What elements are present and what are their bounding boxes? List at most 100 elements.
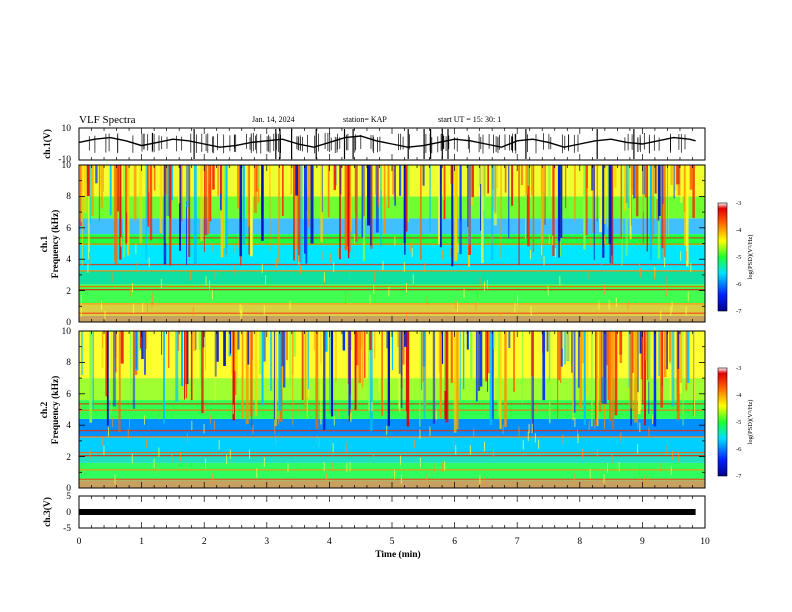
ch1-ytick-6: 6 <box>66 224 71 234</box>
spectrogram-stripe <box>572 331 576 413</box>
spectrogram-stripe <box>259 331 262 375</box>
spectrogram-speckle <box>349 461 351 472</box>
spectrogram-speckle <box>142 303 144 313</box>
spectrogram-stripe <box>369 331 372 351</box>
spectrogram-stripe <box>418 331 421 379</box>
spectrogram-stripe <box>497 331 500 418</box>
spectrogram-speckle <box>217 266 218 276</box>
spectrogram-stripe <box>530 331 533 433</box>
spectrogram-stripe <box>80 165 82 223</box>
spectrogram-stripe <box>573 165 576 221</box>
spectrogram-stripe <box>354 165 356 214</box>
spectrogram-stripe <box>527 165 530 247</box>
spectrogram-stripe <box>593 165 595 261</box>
spectrogram-stripe <box>193 331 196 351</box>
spectrogram-stripe <box>466 331 469 350</box>
spectrogram-speckle <box>406 283 407 293</box>
time-axis-ticks <box>78 128 706 528</box>
spectrogram-stripe <box>201 331 204 414</box>
spectrogram-stripe <box>566 331 569 361</box>
spectrogram-speckle <box>203 424 205 434</box>
spectrogram-stripe <box>583 331 586 425</box>
spectrogram-stripe <box>459 165 462 255</box>
ch1-colorbar-gradient <box>717 202 728 312</box>
spectrogram-stripe <box>603 331 607 404</box>
spectrogram-stripe <box>493 331 496 350</box>
spectrogram-line <box>79 409 705 411</box>
spectrogram-stripe <box>660 331 664 408</box>
spectrogram-stripe <box>577 331 580 388</box>
spectrogram-stripe <box>367 165 370 226</box>
spectrogram-speckle <box>131 453 133 464</box>
spectrogram-stripe <box>438 165 441 245</box>
spectrogram-stripe <box>644 331 646 426</box>
spectrogram-band <box>79 453 705 463</box>
spectrogram-stripe <box>511 165 514 206</box>
spectrogram-speckle <box>577 429 578 440</box>
spectrogram-stripe <box>250 331 253 417</box>
spectrogram-speckle <box>477 289 478 299</box>
spectrogram-stripe <box>313 331 315 351</box>
spectrogram-speckle <box>502 424 504 434</box>
spectrogram-speckle <box>382 260 384 271</box>
spectrogram-stripe <box>532 165 535 253</box>
spectrogram-stripe <box>212 165 215 190</box>
spectrogram-speckle <box>413 439 415 449</box>
spectrogram-speckle <box>412 274 414 284</box>
spectrogram-stripe <box>602 165 605 258</box>
spectrogram-stripe <box>656 331 657 381</box>
spectrogram-speckle <box>685 306 687 316</box>
spectrogram-speckle <box>323 461 325 472</box>
spectrogram-speckle <box>101 436 103 447</box>
spectrogram-speckle <box>648 427 650 437</box>
spectrogram-stripe <box>633 165 636 199</box>
spectrogram-speckle <box>514 303 516 313</box>
spectrogram-stripe <box>531 165 533 196</box>
spectrogram-stripe <box>133 165 137 221</box>
spectrogram-speckle <box>120 237 122 247</box>
spectrogram-speckle <box>538 439 540 449</box>
spectrogram-speckle <box>666 276 668 286</box>
spectrogram-stripe <box>654 165 658 194</box>
station-label: station= KAP <box>343 115 387 124</box>
spectrogram-speckle <box>604 285 605 295</box>
spectrogram-stripe <box>193 165 197 265</box>
spectrogram-stripe <box>144 331 146 375</box>
spectrogram-stripe <box>254 331 258 417</box>
spectrogram-speckle <box>652 414 654 425</box>
spectrogram-speckle <box>350 412 352 423</box>
spectrogram-speckle <box>261 263 263 273</box>
spectrogram-speckle <box>660 462 662 473</box>
spectrogram-stripe <box>482 165 486 211</box>
spectrogram-speckle <box>111 417 113 427</box>
spectrogram-stripe <box>179 165 181 251</box>
spectrogram-stripe <box>92 331 94 410</box>
spectrogram-speckle <box>530 306 532 316</box>
spectrogram-speckle <box>582 449 584 459</box>
spectrogram-speckle <box>419 457 421 468</box>
spectrogram-stripe <box>692 165 695 219</box>
spectrogram-stripe <box>114 165 118 264</box>
spectrogram-stripe <box>247 165 250 227</box>
spectrogram-speckle <box>615 297 617 308</box>
spectrogram-stripe <box>81 165 83 266</box>
ch2-ytick-0: 0 <box>66 484 71 494</box>
spectrogram-stripe <box>586 331 589 395</box>
spectrogram-band <box>79 218 705 235</box>
spectrogram-speckle <box>159 410 161 420</box>
spectrogram-speckle <box>229 449 231 459</box>
spectrogram-stripe <box>387 331 390 427</box>
spectrogram-stripe <box>288 165 290 185</box>
spectrogram-stripe <box>644 165 647 198</box>
spectrogram-stripe <box>325 331 328 352</box>
spectrogram-stripe <box>619 331 623 355</box>
spectrogram-stripe <box>148 165 151 192</box>
spectrogram-speckle <box>596 449 598 459</box>
spectrogram-stripe <box>491 165 494 260</box>
spectrogram-stripe <box>204 165 208 236</box>
spectrogram-speckle <box>155 463 157 474</box>
spectrogram-stripe <box>117 331 119 401</box>
spectrogram-stripe <box>247 331 250 365</box>
spectrogram-speckle <box>298 255 300 265</box>
spectrogram-stripe <box>293 331 296 357</box>
